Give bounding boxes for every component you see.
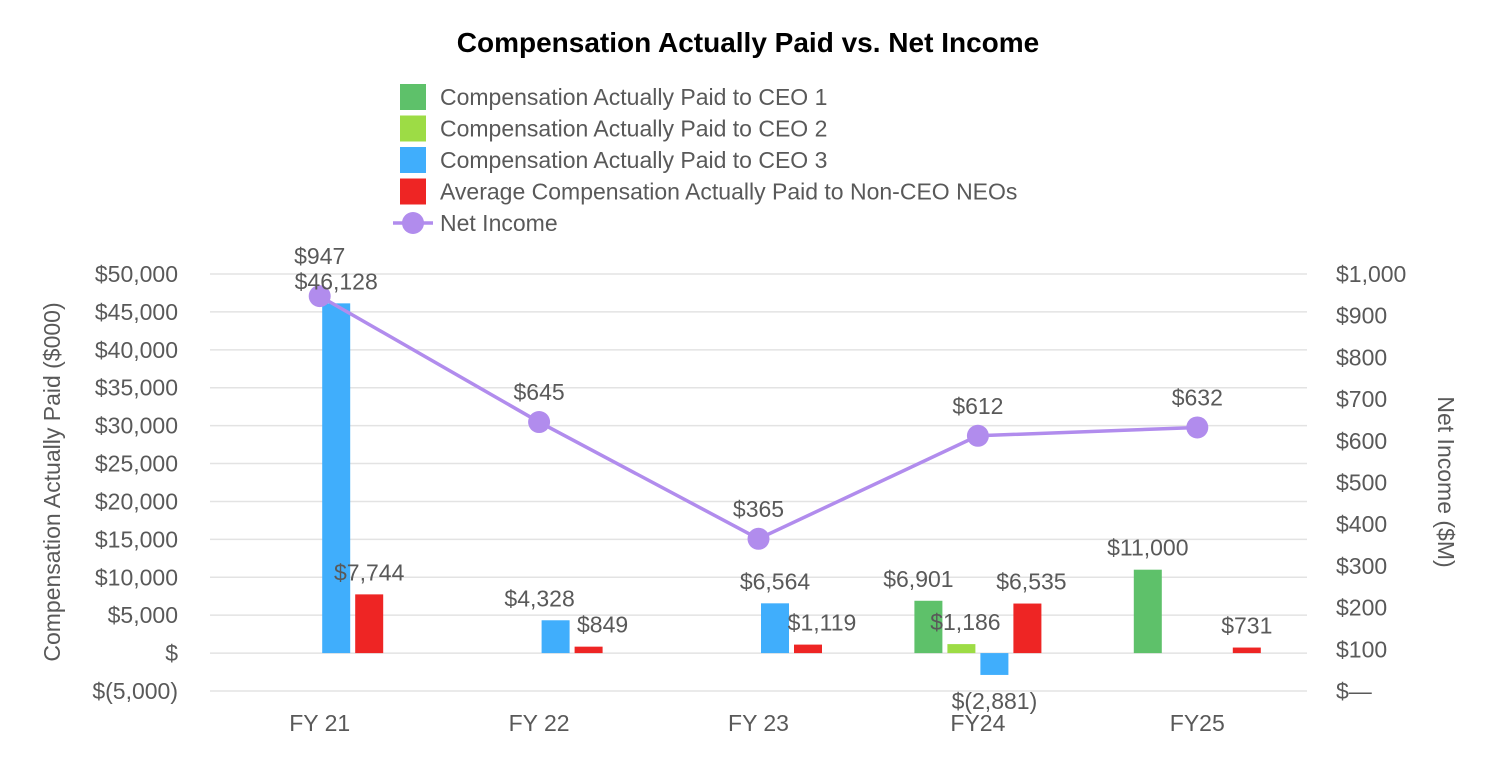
left-tick-label: $50,000 bbox=[95, 261, 178, 287]
x-axis-ticks: FY 21 FY 22 FY 23 FY24 FY25 bbox=[289, 710, 1225, 736]
right-axis-ticks: $— $100 $200 $300 $400 $500 $600 $700 $800 $900 $1… bbox=[1336, 261, 1406, 704]
net-income-point bbox=[528, 411, 551, 434]
right-tick-label: $1,000 bbox=[1336, 261, 1406, 287]
bar bbox=[574, 646, 603, 654]
right-tick-label: $400 bbox=[1336, 511, 1387, 537]
legend-marker bbox=[402, 212, 424, 234]
bar bbox=[541, 620, 570, 654]
right-tick-label: $700 bbox=[1336, 386, 1387, 412]
bar bbox=[322, 303, 351, 654]
x-tick-label: FY 21 bbox=[289, 710, 350, 736]
bar-data-label: $1,119 bbox=[788, 610, 857, 636]
legend-swatch bbox=[400, 178, 426, 205]
legend-label: Compensation Actually Paid to CEO 1 bbox=[440, 84, 827, 110]
bar bbox=[1013, 603, 1042, 654]
line-data-label: $645 bbox=[514, 379, 565, 405]
legend-swatch bbox=[400, 115, 426, 142]
left-tick-label: $35,000 bbox=[95, 375, 178, 401]
left-tick-label: $ bbox=[165, 640, 178, 666]
bar-data-label: $6,564 bbox=[740, 568, 811, 594]
bar bbox=[947, 644, 976, 654]
legend-label: Average Compensation Actually Paid to No… bbox=[440, 179, 1017, 205]
x-tick-label: FY25 bbox=[1170, 710, 1225, 736]
left-axis-ticks: $(5,000) $ $5,000 $10,000 $15,000 $20,000 $25,… bbox=[92, 261, 178, 704]
legend-swatch bbox=[400, 84, 426, 110]
bar-data-label: $(2,881) bbox=[952, 688, 1038, 714]
line-data-label: $947 bbox=[294, 243, 345, 269]
line-data-label: $365 bbox=[733, 496, 784, 522]
legend-label: Compensation Actually Paid to CEO 2 bbox=[440, 116, 827, 142]
bar-data-label: $1,186 bbox=[930, 609, 1000, 635]
bars bbox=[322, 303, 1261, 675]
bar bbox=[1232, 647, 1261, 654]
net-income-point bbox=[966, 424, 989, 447]
right-tick-label: $900 bbox=[1336, 303, 1387, 329]
net-income-point bbox=[308, 285, 331, 308]
legend-label: Net Income bbox=[440, 210, 558, 236]
right-axis-title: Net Income ($M) bbox=[1433, 396, 1459, 567]
bar-data-label: $849 bbox=[577, 612, 628, 638]
bar-data-label: $7,744 bbox=[334, 559, 405, 585]
left-tick-label: $45,000 bbox=[95, 299, 178, 325]
chart-title: Compensation Actually Paid vs. Net Incom… bbox=[457, 27, 1039, 58]
bar bbox=[980, 653, 1009, 675]
left-tick-label: $20,000 bbox=[95, 488, 178, 514]
bar-data-label: $46,128 bbox=[295, 268, 378, 294]
right-tick-label: $800 bbox=[1336, 344, 1387, 370]
left-tick-label: $30,000 bbox=[95, 413, 178, 439]
right-tick-label: $500 bbox=[1336, 470, 1387, 496]
bar-data-label: $731 bbox=[1221, 613, 1272, 639]
right-tick-label: $100 bbox=[1336, 636, 1387, 662]
legend-swatch bbox=[400, 147, 426, 173]
right-tick-label: $— bbox=[1336, 678, 1372, 704]
left-tick-label: $(5,000) bbox=[92, 678, 178, 704]
right-tick-label: $300 bbox=[1336, 553, 1387, 579]
legend-label: Compensation Actually Paid to CEO 3 bbox=[440, 147, 827, 173]
line-data-label: $612 bbox=[952, 393, 1003, 419]
bar-data-label: $4,328 bbox=[504, 585, 574, 611]
bar bbox=[355, 594, 384, 654]
bar bbox=[794, 644, 822, 654]
legend: Compensation Actually Paid to CEO 1 Compe… bbox=[393, 84, 1017, 236]
bar bbox=[1133, 569, 1162, 654]
line-data-label: $632 bbox=[1172, 384, 1223, 410]
right-tick-label: $200 bbox=[1336, 595, 1387, 621]
data-labels: $6,901 $11,000 $1,186 $46,128 $4,328 $6,564 $(… bbox=[294, 243, 1272, 714]
right-tick-label: $600 bbox=[1336, 428, 1387, 454]
left-tick-label: $25,000 bbox=[95, 451, 178, 477]
bar-data-label: $6,535 bbox=[996, 569, 1066, 595]
net-income-point bbox=[747, 527, 770, 550]
bar bbox=[914, 600, 943, 654]
left-tick-label: $15,000 bbox=[95, 526, 178, 552]
net-income-line bbox=[308, 285, 1209, 550]
left-tick-label: $5,000 bbox=[108, 602, 178, 628]
net-income-point bbox=[1186, 416, 1209, 439]
left-tick-label: $40,000 bbox=[95, 337, 178, 363]
left-tick-label: $10,000 bbox=[95, 564, 178, 590]
bar-data-label: $11,000 bbox=[1107, 535, 1188, 561]
bar-data-label: $6,901 bbox=[883, 566, 953, 592]
x-tick-label: FY24 bbox=[950, 710, 1005, 736]
bar bbox=[761, 603, 789, 654]
left-axis-title: Compensation Actually Paid ($000) bbox=[39, 302, 65, 661]
x-tick-label: FY 22 bbox=[509, 710, 570, 736]
x-tick-label: FY 23 bbox=[728, 710, 789, 736]
